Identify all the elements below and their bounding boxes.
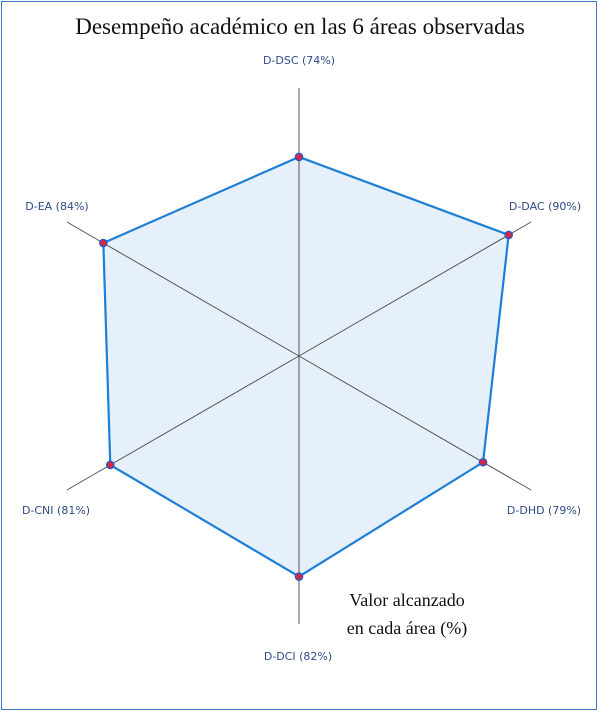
series-area: [103, 156, 509, 577]
chart-note: Valor alcanzado en cada área (%): [322, 586, 492, 642]
axis-label-d-dci: D-DCI (82%): [264, 650, 332, 663]
axis-spoke-d-dac: [298, 221, 532, 357]
axis-label-d-cni: D-CNI (81%): [22, 504, 90, 517]
axis-label-d-ea: D-EA (84%): [25, 200, 88, 213]
chart-note-line-2: en cada área (%): [346, 618, 468, 638]
axis-spoke-d-dhd: [298, 355, 532, 491]
axis-label-d-dhd: D-DHD (79%): [507, 504, 581, 517]
data-point-d-cni: [106, 460, 115, 470]
chart-title: Desempeño académico en las 6 áreas obser…: [75, 14, 525, 39]
data-point-d-ea: [99, 238, 108, 248]
chart-note-line-1: Valor alcanzado: [349, 590, 465, 610]
data-point-d-dac: [504, 230, 513, 240]
data-point-d-dci: [294, 572, 304, 581]
data-point-d-dsc: [294, 152, 304, 162]
data-point-d-dhd: [478, 457, 488, 467]
axis-spoke-d-cni: [66, 355, 300, 491]
axis-label-d-dac: D-DAC (90%): [509, 200, 581, 213]
axis-label-d-dsc: D-DSC (74%): [263, 54, 335, 67]
